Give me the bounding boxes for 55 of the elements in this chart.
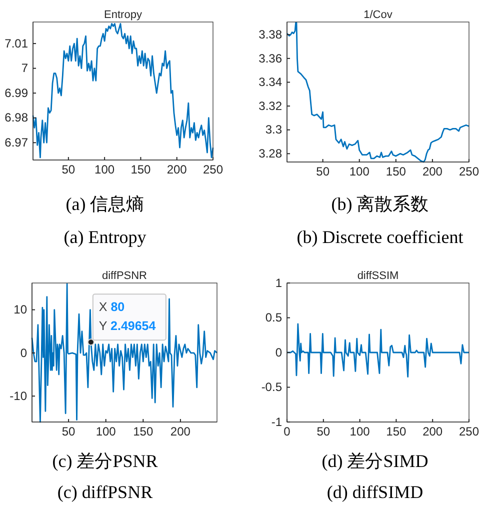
x-tick-label: 50 [62, 162, 76, 177]
text: (a) 信息熵 [66, 194, 144, 214]
line-series [286, 22, 470, 163]
x-tick-label: 100 [96, 424, 116, 439]
x-tick-label: 50 [316, 424, 330, 439]
y-tick-label: 10 [14, 302, 28, 317]
y-tick-label: 7.01 [4, 36, 28, 50]
text: (d) 差分SIMD [322, 451, 428, 471]
x-tick-label: 150 [130, 162, 152, 177]
text: (a) Entropy [64, 227, 146, 247]
chart-title: diffPSNR [102, 270, 148, 282]
x-tick-label: 150 [386, 424, 407, 439]
x-tick-label: 50 [62, 424, 76, 439]
y-tick-label: 6.97 [4, 135, 28, 150]
x-tick-label: 200 [166, 162, 188, 177]
text: (b) 离散系数 [331, 194, 429, 214]
x-tick-label: 200 [422, 424, 443, 439]
x-tick-label: 100 [94, 162, 115, 177]
x-tick-label: 150 [386, 164, 406, 179]
y-tick-label: 3.3 [265, 122, 282, 137]
y-tick-label: 3.32 [258, 98, 282, 113]
y-tick-label: -10 [10, 388, 28, 403]
x-tick-label: 250 [202, 162, 224, 177]
x-tick-label: 200 [170, 424, 191, 439]
y-tick-label: 3.34 [258, 75, 282, 90]
y-tick-label: 7 [21, 61, 28, 76]
y-tick-label: -0.5 [261, 380, 282, 394]
y-tick-label: 1 [275, 276, 282, 290]
y-tick-label: 3.28 [258, 146, 282, 161]
y-tick-label: -1 [271, 414, 282, 429]
y-tick-label: 3.38 [258, 27, 282, 42]
text: (b) Discrete coefficient [296, 227, 464, 247]
chart-title: Entropy [104, 9, 142, 21]
chart-title: diffSSIM [357, 270, 399, 282]
x-tick-label: 250 [458, 424, 480, 439]
x-tick-label: 100 [349, 164, 370, 179]
x-tick-label: 50 [316, 164, 330, 179]
text: (c) diffPSNR [57, 482, 153, 502]
y-tick-label: 0.5 [265, 310, 282, 325]
x-tick-label: 100 [350, 424, 370, 439]
y-tick-label: 0 [275, 345, 282, 360]
y-tick-label: 6.98 [4, 110, 28, 125]
y-tick-label: 3.36 [258, 51, 282, 66]
y-tick-label: 0 [20, 346, 28, 360]
tooltip: X 80 Y 2.49654 [92, 294, 166, 341]
x-tick-label: 200 [422, 164, 443, 179]
y-tick-label: 6.99 [4, 86, 28, 100]
line-series [32, 23, 214, 158]
text: (c) 差分PSNR [52, 451, 158, 471]
line-series [31, 283, 218, 423]
text: (d) diffSIMD [326, 482, 424, 502]
x-tick-label: 150 [133, 424, 154, 439]
annotation: X 80 Y 2.49654 [98, 300, 156, 334]
x-tick-label: 250 [458, 164, 480, 179]
chart-title: 1/Cov [364, 9, 393, 21]
